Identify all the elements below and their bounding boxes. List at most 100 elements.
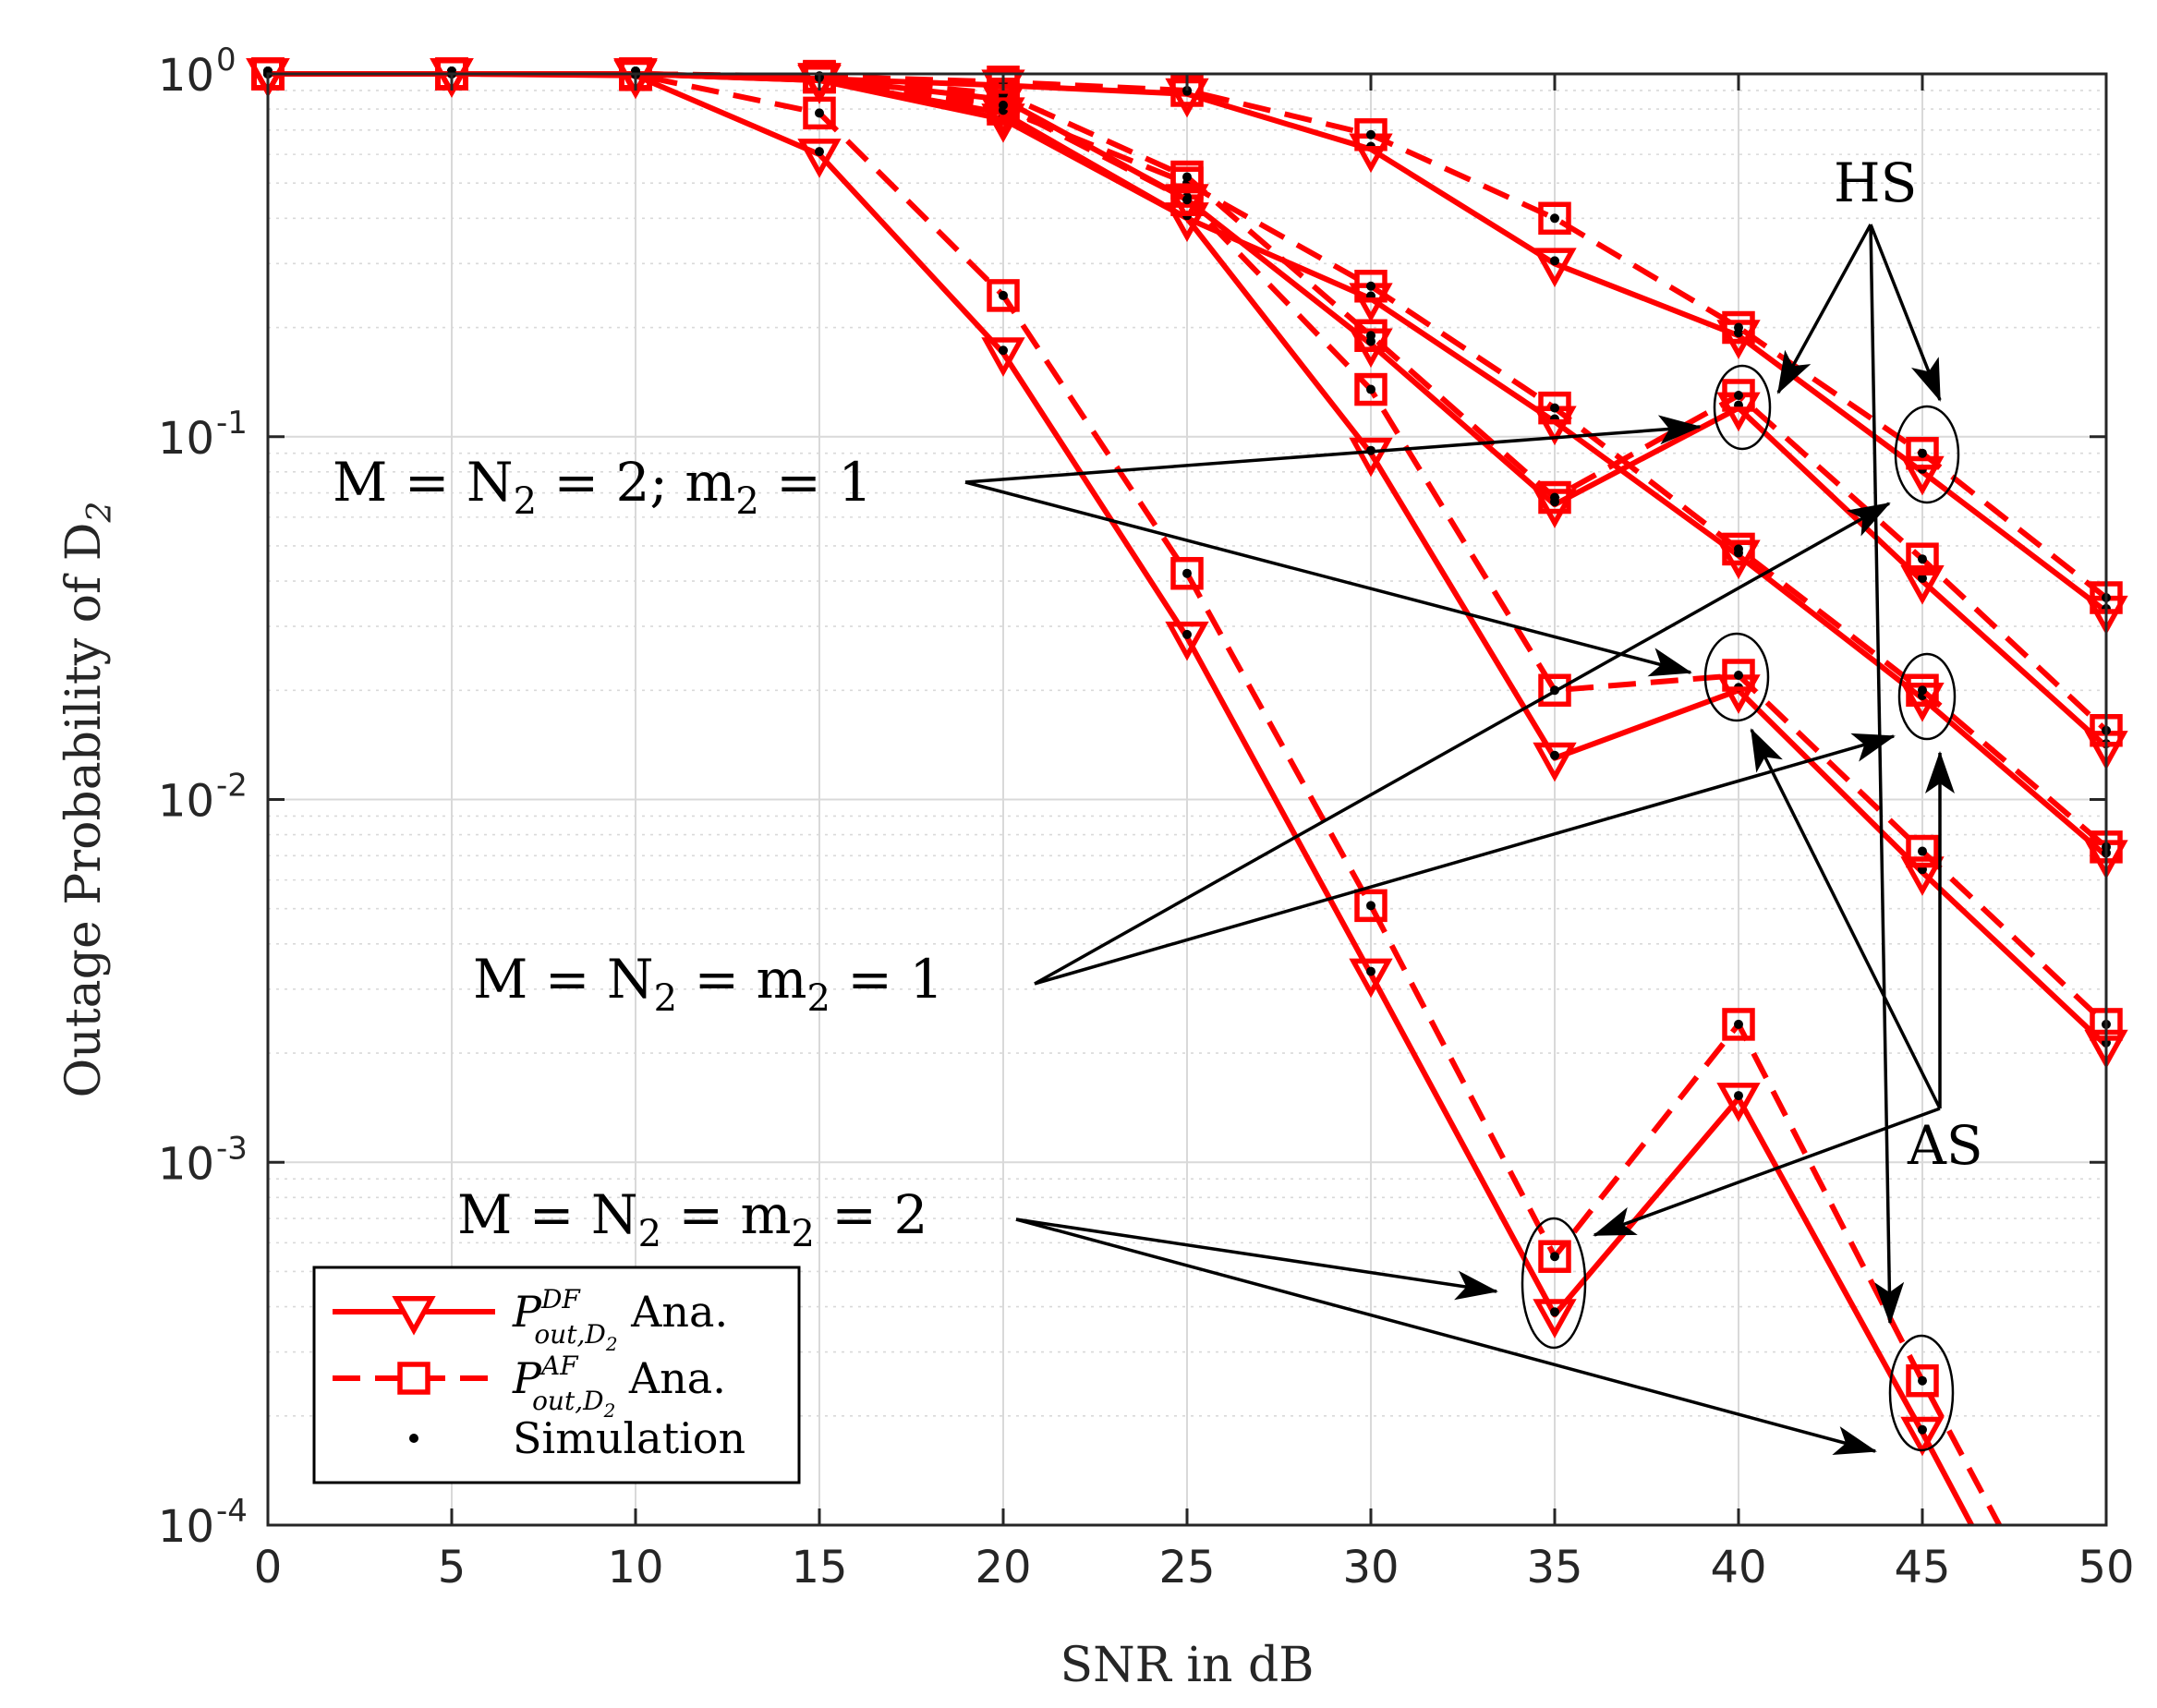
annotation-label-hs: HS <box>1834 151 1917 214</box>
legend-entry-1: PDF out,D2 Ana. <box>333 1284 728 1355</box>
triangle-marker <box>1533 1299 1577 1339</box>
square-marker <box>1354 270 1388 303</box>
annotation-ellipse <box>1521 1217 1587 1350</box>
square-marker <box>1906 542 1939 575</box>
y-tick-exponent: -4 <box>216 1493 248 1530</box>
annotation-arrow <box>1034 502 1891 986</box>
annotation-ellipse <box>1888 1334 1955 1452</box>
simulation-point <box>999 100 1008 110</box>
square-marker <box>987 279 1020 312</box>
simulation-point <box>815 147 824 157</box>
simulation-point <box>1550 492 1559 503</box>
y-tick-exponent: -2 <box>216 768 248 805</box>
x-axis-label: SNR in dB <box>1060 1638 1315 1693</box>
square-marker <box>1170 556 1204 590</box>
simulation-point <box>1366 331 1375 341</box>
y-tick-exponent: 0 <box>216 42 236 79</box>
simulation-point <box>1918 1375 1927 1386</box>
triangle-marker <box>1533 742 1577 782</box>
simulation-point <box>815 108 824 118</box>
y-tick-exponent: -3 <box>216 1130 248 1167</box>
triangle-marker <box>1165 202 1209 242</box>
simulation-point <box>1918 448 1927 458</box>
square-marker <box>1906 673 1939 708</box>
square-marker <box>1538 480 1571 515</box>
square-marker <box>1170 160 1204 194</box>
annotation-arrow <box>1776 224 1872 394</box>
legend: PDF out,D2 Ana.PAF out,D2 Ana.Simulation <box>312 1266 801 1484</box>
triangle-marker <box>1900 856 1945 896</box>
triangle-marker <box>1349 437 1393 478</box>
square-marker <box>1538 1240 1571 1273</box>
square-marker <box>1722 532 1755 566</box>
annotation-label-1: M = N2 = 2; m2 = 1 <box>333 451 872 523</box>
square-marker <box>1906 834 1939 868</box>
x-tick-label: 0 <box>254 1542 283 1593</box>
simulation-point <box>1550 256 1559 266</box>
simulation-point <box>1182 568 1192 578</box>
simulation-point <box>1734 1091 1743 1101</box>
y-tick-label: 10 <box>158 1501 214 1553</box>
legend-box <box>312 1266 801 1484</box>
square-marker <box>1722 379 1755 412</box>
simulation-point <box>1734 671 1743 681</box>
x-tick-label: 40 <box>1710 1542 1766 1593</box>
x-tick-label: 20 <box>975 1542 1031 1593</box>
annotation-arrow <box>1015 1217 1498 1301</box>
triangle-marker <box>1900 565 1945 605</box>
triangle-marker <box>797 64 842 104</box>
legend-dot-marker <box>409 1434 418 1443</box>
square-marker <box>1354 118 1388 151</box>
triangle-marker <box>1900 1416 1945 1457</box>
simulation-point <box>1918 554 1927 564</box>
annotation-arrow <box>964 415 1702 484</box>
annotation-ellipse <box>1703 632 1770 722</box>
triangle-marker <box>981 337 1025 377</box>
triangle-marker <box>1533 489 1577 528</box>
legend-label: PDF out,D2 Ana. <box>512 1284 728 1355</box>
annotation-arrow <box>1593 1107 1941 1237</box>
simulation-point <box>1182 172 1192 182</box>
simulation-point <box>1734 322 1743 333</box>
y-tick-label: 10 <box>158 1138 214 1190</box>
square-marker <box>1722 1008 1755 1041</box>
legend-triangle-marker <box>392 1296 436 1336</box>
square-marker <box>1538 391 1571 425</box>
square-marker <box>1354 889 1388 923</box>
triangle-marker <box>1165 621 1209 661</box>
x-tick-label: 5 <box>438 1542 467 1593</box>
simulation-point <box>999 290 1008 300</box>
simulation-point <box>1918 574 1927 584</box>
annotation-arrow <box>1869 224 1942 402</box>
triangle-marker <box>981 97 1025 137</box>
y-tick-label: 10 <box>158 776 214 828</box>
legend-label: Simulation <box>513 1413 745 1463</box>
square-marker <box>803 96 836 130</box>
triangle-marker <box>797 139 842 178</box>
annotation-arrow <box>1750 728 1942 1109</box>
x-tick-label: 45 <box>1894 1542 1950 1593</box>
square-marker <box>987 89 1020 122</box>
annotation-arrow <box>1869 224 1905 1325</box>
annotation-label-as: AS <box>1907 1114 1983 1177</box>
square-marker <box>1354 319 1388 353</box>
square-marker <box>1906 436 1939 470</box>
legend-label: PAF out,D2 Ana. <box>512 1351 726 1422</box>
square-marker <box>1538 673 1571 708</box>
simulation-point <box>1182 195 1192 205</box>
y-axis-label: Outage Probability of D2 <box>56 502 119 1098</box>
x-tick-label: 25 <box>1158 1542 1215 1593</box>
simulation-point <box>1182 629 1192 639</box>
x-tick-label: 30 <box>1342 1542 1399 1593</box>
simulation-point <box>1734 390 1743 400</box>
simulation-point <box>1366 901 1375 911</box>
legend-square-marker <box>397 1362 430 1395</box>
annotation-arrow <box>1034 733 1896 986</box>
annotation-arrow <box>964 480 1692 677</box>
simulation-point <box>1366 281 1375 291</box>
x-tick-label: 10 <box>607 1542 663 1593</box>
annotation-ellipse <box>1897 652 1957 741</box>
square-marker <box>1722 659 1755 692</box>
